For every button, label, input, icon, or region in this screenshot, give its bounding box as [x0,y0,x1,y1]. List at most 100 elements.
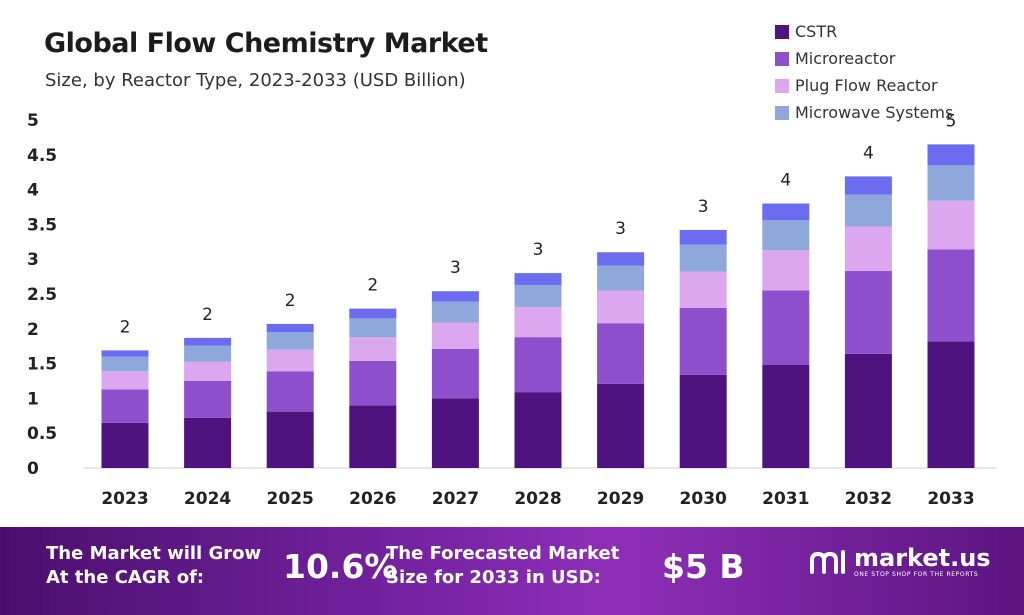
bar-segment [101,356,149,372]
y-tick-label: 0.5 [27,424,57,444]
legend-item-microwave-systems: Microwave Systems [775,99,953,126]
x-tick-label: 2028 [514,489,561,509]
legend-item-cstr: CSTR [775,18,953,45]
footer-banner: The Market will Grow At the CAGR of: 10.… [0,527,1024,615]
chart-title: Global Flow Chemistry Market [44,28,488,59]
bar-segment [844,176,892,195]
x-tick-label: 2033 [927,489,974,509]
bar-segment [514,392,562,468]
bar-total-label: 4 [863,143,874,163]
bar-segment [927,165,975,201]
bar-total-label: 4 [780,171,791,191]
stacked-bar-chart: 0 0.5 1 1.5 2 2.5 3 3.5 4 4.5 5 2 2023 2 2024 2 2025 2 202… [27,111,996,509]
x-tick-label: 2023 [101,489,148,509]
bar-segment [514,284,562,308]
bar-segment [679,244,727,272]
brand-tagline: ONE STOP SHOP FOR THE REPORTS [854,571,979,578]
bar-segment [184,337,232,346]
bar-segment [431,398,479,468]
bar-segment [844,271,892,354]
x-tick-label: 2029 [597,489,644,509]
bar-segment [101,422,149,468]
bar-segment [597,383,645,468]
bar-segment [597,265,645,291]
bar-segment [762,220,810,251]
bar-segment [762,250,810,291]
bar-segment [514,273,562,285]
bar-segment [679,374,727,468]
bar-segment [349,318,397,338]
bar-total-label: 2 [367,276,378,296]
x-tick-label: 2027 [432,489,479,509]
y-tick-label: 2.5 [27,285,57,305]
y-tick-label: 5 [27,111,39,131]
y-tick-label: 3 [27,250,39,270]
brand-logo: market.us ONE STOP SHOP FOR THE REPORTS [808,545,991,578]
bar-total-label: 2 [120,317,131,337]
forecast-label-line1: The Forecasted Market [386,543,620,564]
bar-total-label: 3 [615,219,626,239]
cagr-label: The Market will Grow At the CAGR of: [46,542,261,590]
bar-segment [184,361,232,381]
y-tick-label: 1 [27,389,39,409]
x-tick-label: 2030 [680,489,727,509]
bar-segment [101,371,149,390]
bar-segment [762,203,810,221]
bar-segment [431,348,479,399]
cagr-value: 10.6% [283,547,398,586]
x-tick-label: 2025 [267,489,314,509]
bar-segment [679,307,727,375]
bar-segment [927,249,975,342]
bar-total-label: 3 [533,240,544,260]
y-tick-label: 0 [27,459,39,479]
legend-item-microreactor: Microreactor [775,45,953,72]
bar-segment [927,341,975,468]
bar-segment [927,144,975,166]
bar-segment [844,194,892,227]
market-us-logo-icon [810,549,845,574]
bar-segment [597,252,645,266]
legend-swatch-plug-flow-reactor [775,78,789,93]
x-tick-label: 2024 [184,489,231,509]
bar-total-label: 2 [202,305,213,325]
bar-segment [844,353,892,468]
y-tick-label: 4.5 [27,146,57,166]
legend-label-cstr: CSTR [795,22,838,41]
bar-segment [431,301,479,323]
bar-segment [266,411,314,468]
bar-segment [597,290,645,324]
legend-swatch-microwave-systems [775,105,789,120]
bar-segment [431,322,479,349]
y-tick-label: 4 [27,181,39,201]
x-tick-label: 2026 [349,489,396,509]
bar-segment [184,381,232,418]
bar-segment [431,291,479,302]
brand-text: market.us ONE STOP SHOP FOR THE REPORTS [854,545,991,578]
bar-segment [101,350,149,357]
forecast-label: The Forecasted Market Size for 2033 in U… [386,542,619,590]
bar-segment [597,323,645,384]
bar-segment [349,405,397,468]
cagr-label-line2: At the CAGR of: [46,567,205,588]
y-tick-label: 2 [27,320,39,340]
bar-segment [927,200,975,250]
bar-segment [101,389,149,423]
legend-item-plug-flow-reactor: Plug Flow Reactor [775,72,953,99]
bar-segment [184,417,232,468]
bar-segment [349,360,397,406]
bar-segment [349,337,397,361]
legend-swatch-microreactor [775,51,789,66]
bar-segment [184,345,232,362]
y-tick-label: 3.5 [27,215,57,235]
bar-segment [266,349,314,372]
bar-total-label: 3 [450,258,461,278]
x-tick-label: 2032 [845,489,892,509]
bar-segment [844,226,892,272]
bar-segment [762,364,810,468]
bar-segment [266,332,314,350]
bar-segment [514,337,562,393]
y-tick-label: 1.5 [27,355,57,375]
cagr-label-line1: The Market will Grow [46,543,262,564]
bar-segment [679,229,727,245]
